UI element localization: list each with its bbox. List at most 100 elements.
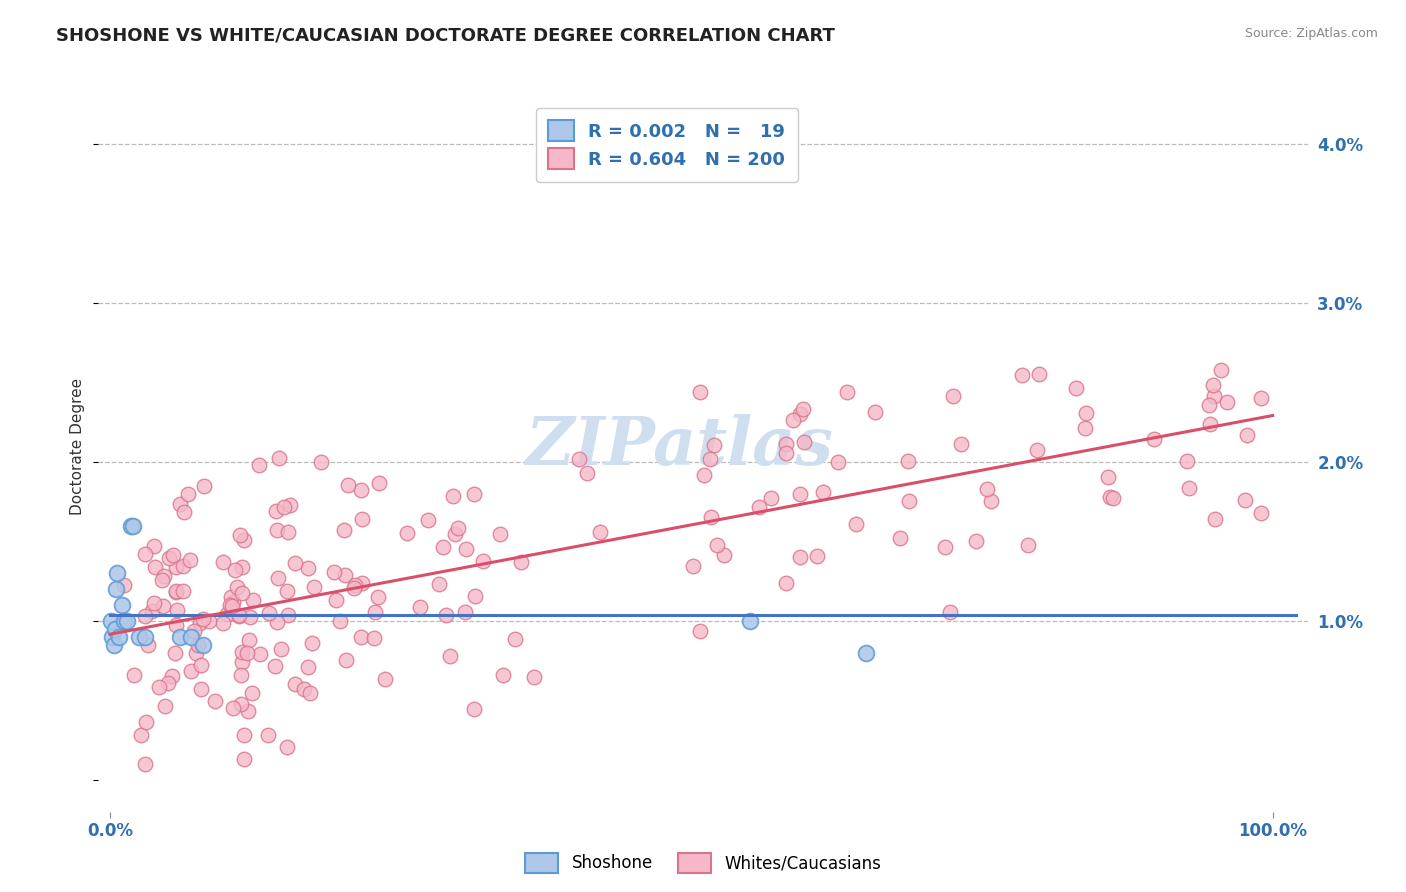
Point [364, 605, 387, 619]
Point [699, 452, 721, 467]
Point [510, 555, 533, 569]
Point [976, 483, 998, 497]
Point [335, 653, 357, 667]
Point [160, 669, 183, 683]
Point [789, 487, 811, 501]
Point [169, 497, 191, 511]
Point [980, 493, 1002, 508]
Point [232, 533, 254, 548]
Point [273, 500, 295, 514]
Point [267, 450, 290, 465]
Point [1204, 512, 1226, 526]
Point [464, 589, 486, 603]
Point [267, 571, 290, 585]
Point [575, 466, 598, 480]
Point [219, 590, 242, 604]
Point [297, 560, 319, 574]
Point [142, 596, 165, 610]
Point [1250, 391, 1272, 405]
Point [349, 630, 371, 644]
Point [738, 614, 761, 628]
Point [180, 664, 202, 678]
Point [219, 599, 242, 613]
Point [231, 559, 253, 574]
Point [568, 452, 591, 467]
Point [231, 668, 253, 682]
Y-axis label: Doctorate Degree: Doctorate Degree [70, 377, 86, 515]
Point [176, 487, 198, 501]
Point [166, 603, 188, 617]
Point [117, 614, 139, 628]
Point [242, 593, 264, 607]
Point [299, 686, 322, 700]
Point [1198, 398, 1220, 412]
Point [1250, 506, 1272, 520]
Point [229, 698, 252, 712]
Point [236, 704, 259, 718]
Point [942, 389, 965, 403]
Point [228, 609, 250, 624]
Point [190, 658, 212, 673]
Point [122, 518, 145, 533]
Point [165, 584, 187, 599]
Text: SHOSHONE VS WHITE/CAUCASIAN DOCTORATE DEGREE CORRELATION CHART: SHOSHONE VS WHITE/CAUCASIAN DOCTORATE DE… [56, 27, 835, 45]
Point [447, 521, 470, 535]
Point [748, 500, 770, 514]
Point [131, 728, 153, 742]
Point [367, 591, 389, 605]
Point [775, 436, 797, 450]
Point [1017, 538, 1039, 552]
Point [297, 660, 319, 674]
Point [1097, 469, 1119, 483]
Point [368, 476, 391, 491]
Point [112, 614, 135, 628]
Point [222, 595, 245, 609]
Point [105, 566, 128, 581]
Point [782, 413, 804, 427]
Point [589, 525, 612, 540]
Point [184, 646, 207, 660]
Point [811, 484, 834, 499]
Point [190, 682, 212, 697]
Point [322, 565, 344, 579]
Point [939, 605, 962, 619]
Point [150, 573, 173, 587]
Point [682, 559, 704, 574]
Point [108, 630, 131, 644]
Point [222, 701, 245, 715]
Point [247, 458, 270, 472]
Point [950, 437, 973, 451]
Point [472, 554, 495, 568]
Point [183, 624, 205, 638]
Point [197, 614, 219, 628]
Point [374, 672, 396, 686]
Point [1011, 368, 1033, 383]
Point [266, 615, 288, 629]
Point [211, 616, 233, 631]
Point [266, 523, 288, 537]
Point [1064, 381, 1087, 395]
Point [111, 598, 134, 612]
Text: Source: ZipAtlas.com: Source: ZipAtlas.com [1244, 27, 1378, 40]
Point [163, 647, 186, 661]
Point [759, 491, 782, 506]
Point [806, 549, 828, 563]
Point [793, 435, 815, 450]
Point [706, 537, 728, 551]
Point [257, 728, 280, 742]
Point [432, 541, 454, 555]
Point [855, 646, 877, 660]
Point [236, 646, 259, 660]
Point [103, 638, 125, 652]
Point [165, 560, 187, 574]
Point [240, 686, 263, 700]
Point [863, 405, 886, 419]
Point [700, 509, 723, 524]
Point [155, 698, 177, 713]
Point [101, 630, 124, 644]
Point [302, 580, 325, 594]
Point [128, 630, 150, 644]
Point [713, 549, 735, 563]
Point [148, 680, 170, 694]
Point [689, 384, 711, 399]
